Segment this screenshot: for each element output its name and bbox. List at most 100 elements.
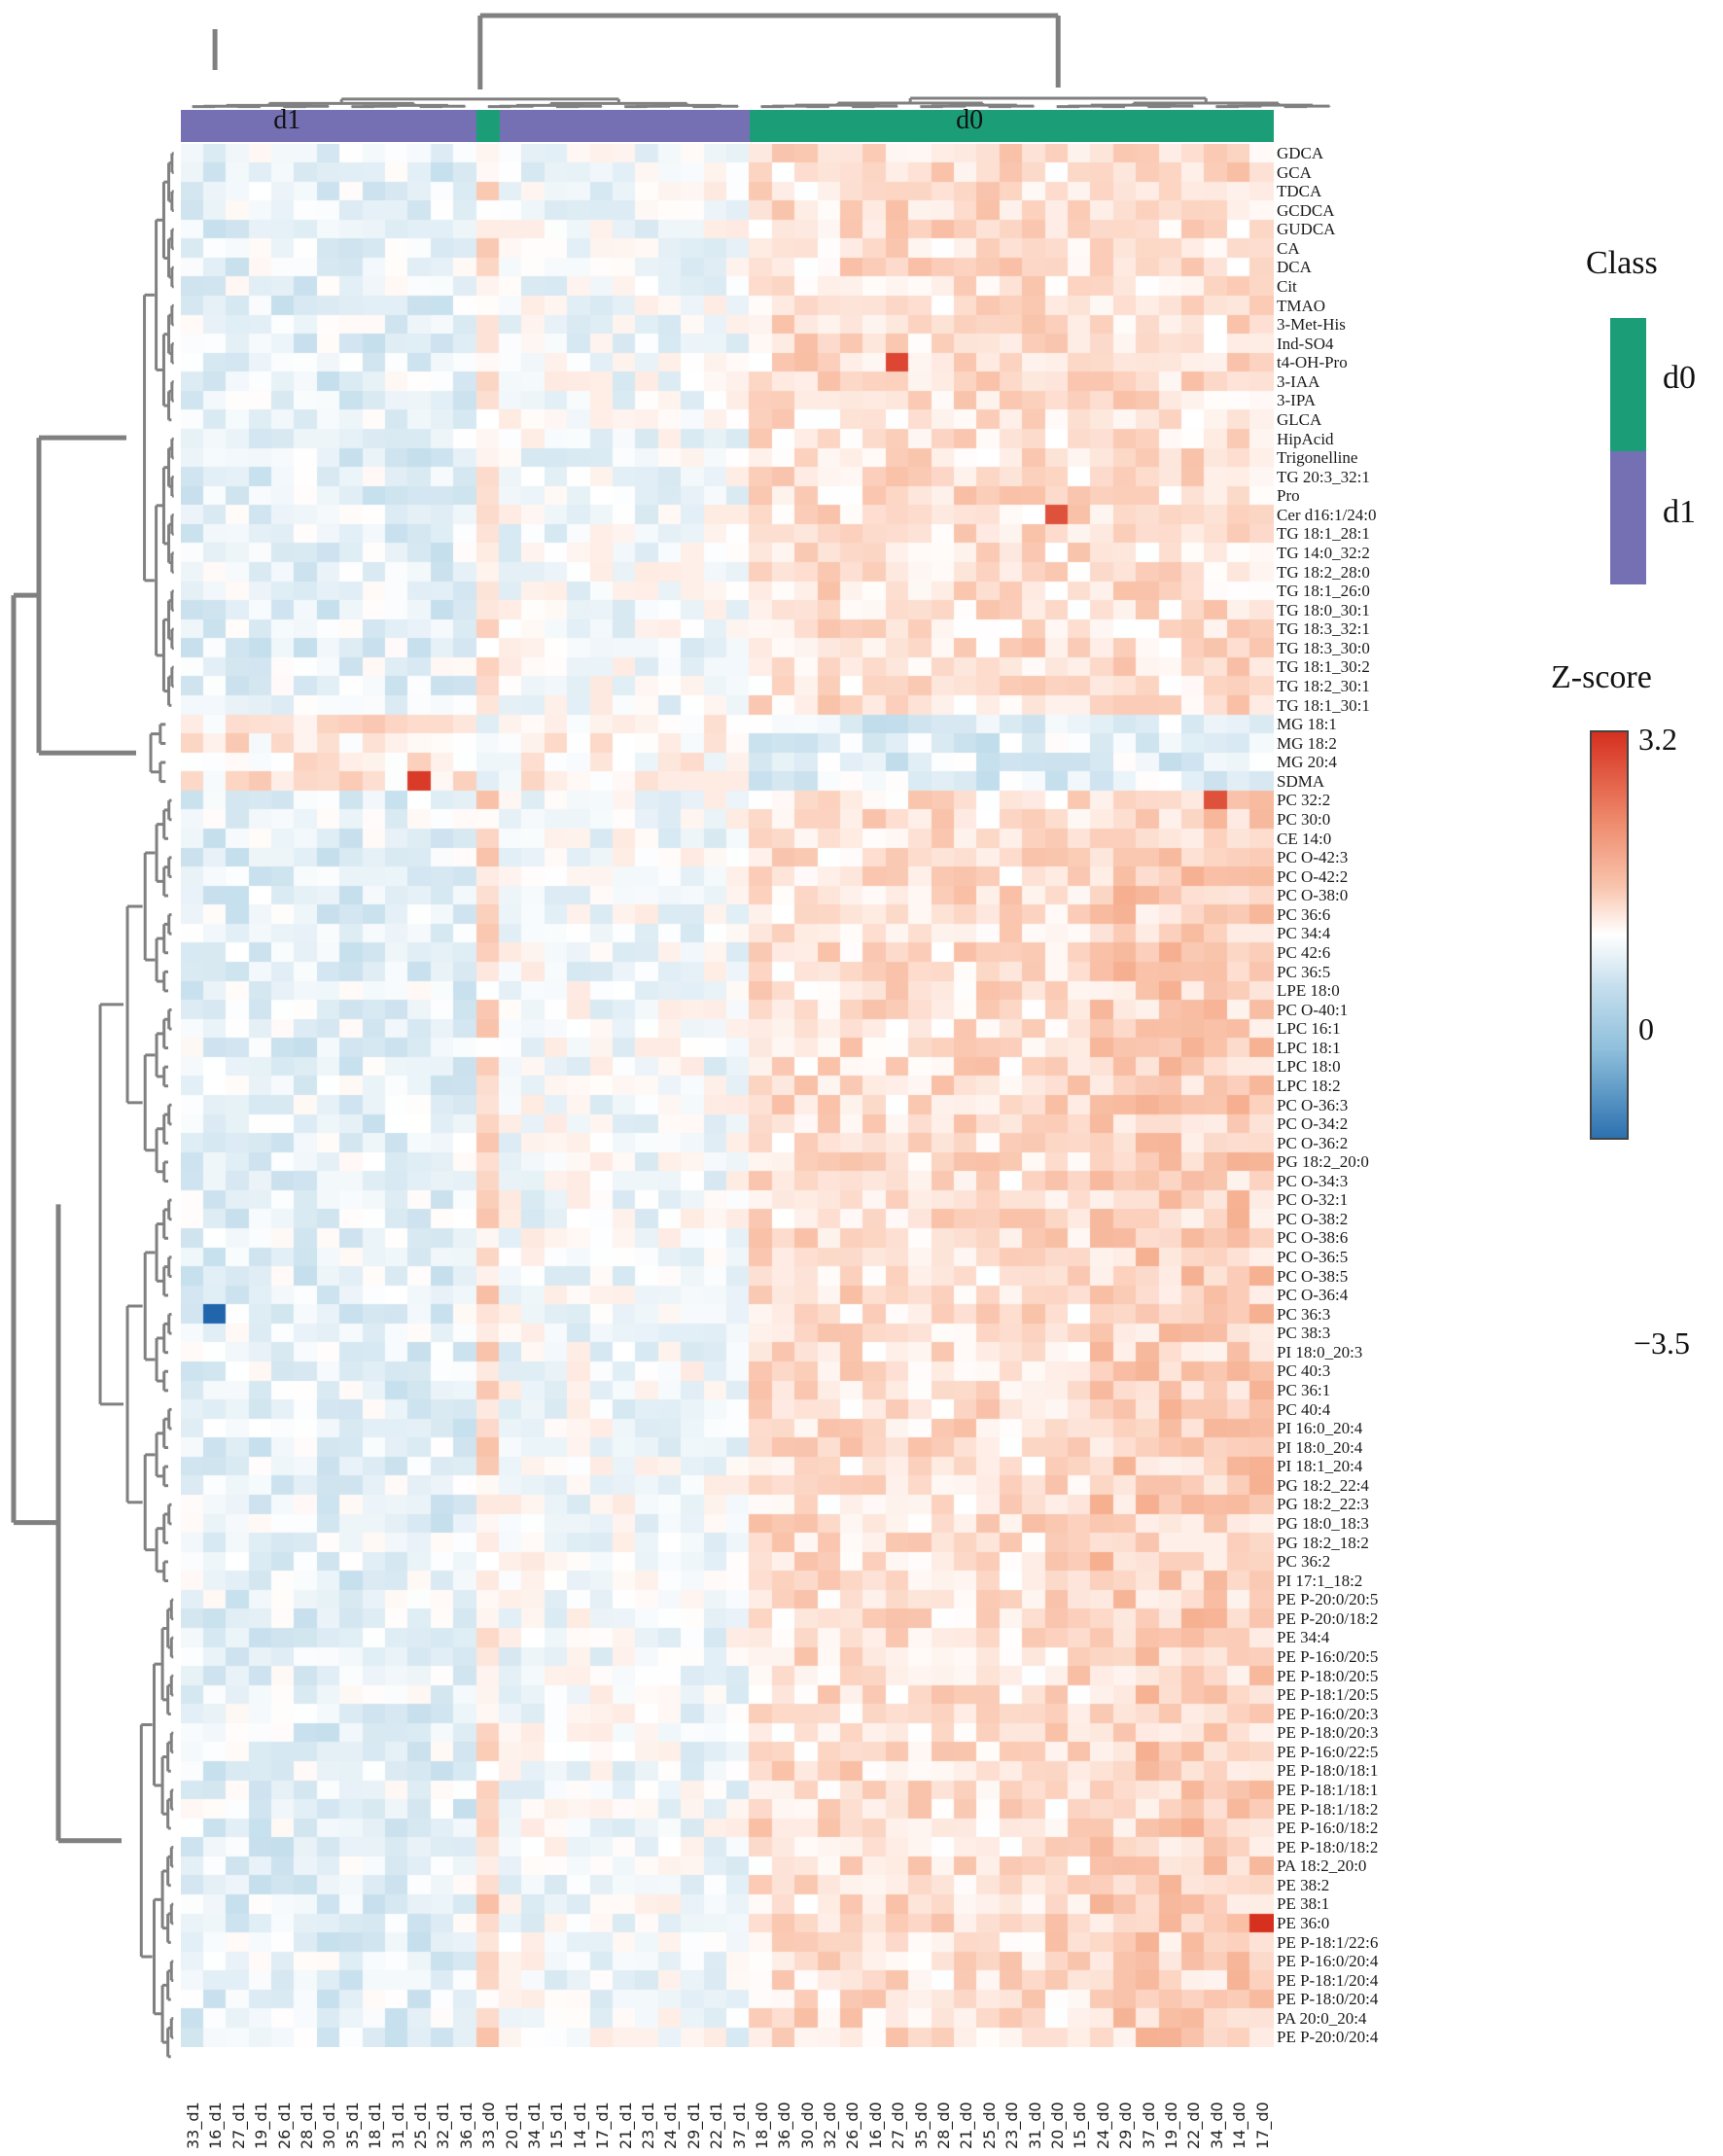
row-label: TG 18:1_30:2 — [1277, 657, 1370, 677]
class-bar-cell — [1090, 110, 1114, 142]
column-label-text: 19_d0 — [1162, 2102, 1181, 2149]
class-bar-cell — [567, 110, 591, 142]
column-label-text: 34_d1 — [524, 2102, 544, 2149]
class-legend-title: Class — [1586, 245, 1658, 281]
column-label-text: 26_d0 — [843, 2102, 862, 2149]
row-label: PG 18:2_22:4 — [1277, 1475, 1369, 1495]
column-label-text: 25_d1 — [410, 2102, 430, 2149]
column-label: 19_d1 — [249, 2060, 270, 2152]
class-bar-cell — [363, 110, 387, 142]
class-bar-cell — [862, 110, 887, 142]
column-label-text: 27_d1 — [229, 2102, 248, 2149]
row-label: MG 18:1 — [1277, 715, 1337, 734]
row-label: 3-IAA — [1277, 371, 1320, 391]
row-label: PG 18:2_20:0 — [1277, 1152, 1369, 1172]
row-label: CE 14:0 — [1277, 829, 1332, 848]
row-label: PA 20:0_20:4 — [1277, 2008, 1367, 2028]
column-label-text: 22_d0 — [1184, 2102, 1204, 2149]
row-label: PE P-18:0/20:5 — [1277, 1666, 1379, 1685]
class-bar-cell — [1045, 110, 1070, 142]
column-label-text: 34_d0 — [1207, 2102, 1226, 2149]
class-bar-cell — [818, 110, 842, 142]
class-bar-cell — [1022, 110, 1046, 142]
row-label: PC 36:1 — [1277, 1381, 1331, 1400]
row-label: LPC 18:0 — [1277, 1057, 1341, 1077]
column-label: 30_d1 — [317, 2060, 338, 2152]
row-label: LPC 18:1 — [1277, 1038, 1341, 1057]
column-label-text: 16_d1 — [206, 2102, 226, 2149]
row-label: PE P-18:1/18:1 — [1277, 1781, 1379, 1800]
row-label: PI 18:1_20:4 — [1277, 1457, 1363, 1476]
column-label-text: 29_d0 — [1116, 2102, 1136, 2149]
column-label: 19_d0 — [1159, 2060, 1180, 2152]
colorbar-tick-zero: 0 — [1638, 1011, 1654, 1046]
column-label-text: 21_d1 — [615, 2102, 635, 2149]
row-label: PC 40:3 — [1277, 1361, 1331, 1381]
column-label: 32_d0 — [818, 2060, 839, 2152]
column-label-text: 30_d0 — [797, 2102, 817, 2149]
row-label: PE P-18:0/20:3 — [1277, 1723, 1379, 1743]
column-label: 31_d0 — [1023, 2060, 1044, 2152]
column-label-text: 26_d1 — [274, 2102, 294, 2149]
row-label: PG 18:0_18:3 — [1277, 1514, 1369, 1534]
colorbar — [1590, 730, 1629, 1140]
heatmap-grid — [181, 144, 1274, 2047]
row-label: TG 18:1_30:1 — [1277, 695, 1370, 715]
column-label-text: 36_d0 — [775, 2102, 794, 2149]
class-bar-cell — [954, 110, 978, 142]
row-label: GUDCA — [1277, 220, 1336, 239]
column-label: 17_d1 — [590, 2060, 612, 2152]
row-label: Cer d16:1/24:0 — [1277, 505, 1377, 524]
column-label-text: 16_d0 — [865, 2102, 885, 2149]
class-bar-cell — [339, 110, 364, 142]
row-label: LPC 16:1 — [1277, 1019, 1341, 1039]
column-label: 24_d1 — [658, 2060, 680, 2152]
column-label-text: 20_d1 — [502, 2102, 521, 2149]
column-label-text: 31_d1 — [388, 2102, 407, 2149]
column-label: 27_d0 — [886, 2060, 907, 2152]
column-label: 28_d1 — [295, 2060, 316, 2152]
row-label: PC O-34:2 — [1277, 1114, 1349, 1134]
row-label: PE P-18:1/20:5 — [1277, 1685, 1379, 1705]
column-label: 26_d1 — [272, 2060, 294, 2152]
class-bar-cell — [545, 110, 569, 142]
class-bar-cell — [840, 110, 864, 142]
class-bar-cell — [226, 110, 250, 142]
column-label: 22_d0 — [1181, 2060, 1203, 2152]
class-bar-cell — [749, 110, 773, 142]
class-bar-cell — [203, 110, 228, 142]
class-bar-cell — [499, 110, 523, 142]
row-label: PC O-34:3 — [1277, 1171, 1349, 1190]
column-label-text: 18_d1 — [366, 2102, 385, 2149]
class-bar-cell — [794, 110, 819, 142]
class-bar-cell — [271, 110, 296, 142]
column-label-text: 15_d0 — [1071, 2102, 1090, 2149]
row-label: CA — [1277, 238, 1300, 258]
column-label: 35_d0 — [909, 2060, 931, 2152]
column-label-text: 24_d1 — [661, 2102, 681, 2149]
row-label: PE P-16:0/22:5 — [1277, 1742, 1379, 1761]
column-label: 15_d1 — [545, 2060, 566, 2152]
column-label-text: 24_d0 — [1093, 2102, 1112, 2149]
row-label: TG 18:0_30:1 — [1277, 600, 1370, 619]
column-label-text: 23_d0 — [1002, 2102, 1022, 2149]
row-label: HipAcid — [1277, 429, 1334, 448]
row-label: PC 42:6 — [1277, 942, 1331, 962]
column-label-text: 18_d0 — [752, 2102, 771, 2149]
class-bar-cell — [681, 110, 705, 142]
row-label: PE P-18:1/18:2 — [1277, 1799, 1379, 1819]
column-label-text: 14_d1 — [570, 2102, 589, 2149]
column-label: 28_d0 — [932, 2060, 953, 2152]
row-label: PE P-16:0/20:5 — [1277, 1647, 1379, 1667]
row-label: PE P-18:0/20:4 — [1277, 1990, 1379, 2009]
row-label: PI 18:0_20:4 — [1277, 1437, 1363, 1457]
column-label: 37_d1 — [727, 2060, 749, 2152]
column-label: 20_d1 — [500, 2060, 521, 2152]
column-label-text: 22_d1 — [707, 2102, 726, 2149]
class-legend-label-d1: d1 — [1663, 494, 1696, 530]
column-label: 14_d1 — [568, 2060, 589, 2152]
row-label: PE P-16:0/18:2 — [1277, 1819, 1379, 1838]
row-label: PE P-16:0/20:3 — [1277, 1704, 1379, 1723]
row-label: Cit — [1277, 276, 1297, 296]
